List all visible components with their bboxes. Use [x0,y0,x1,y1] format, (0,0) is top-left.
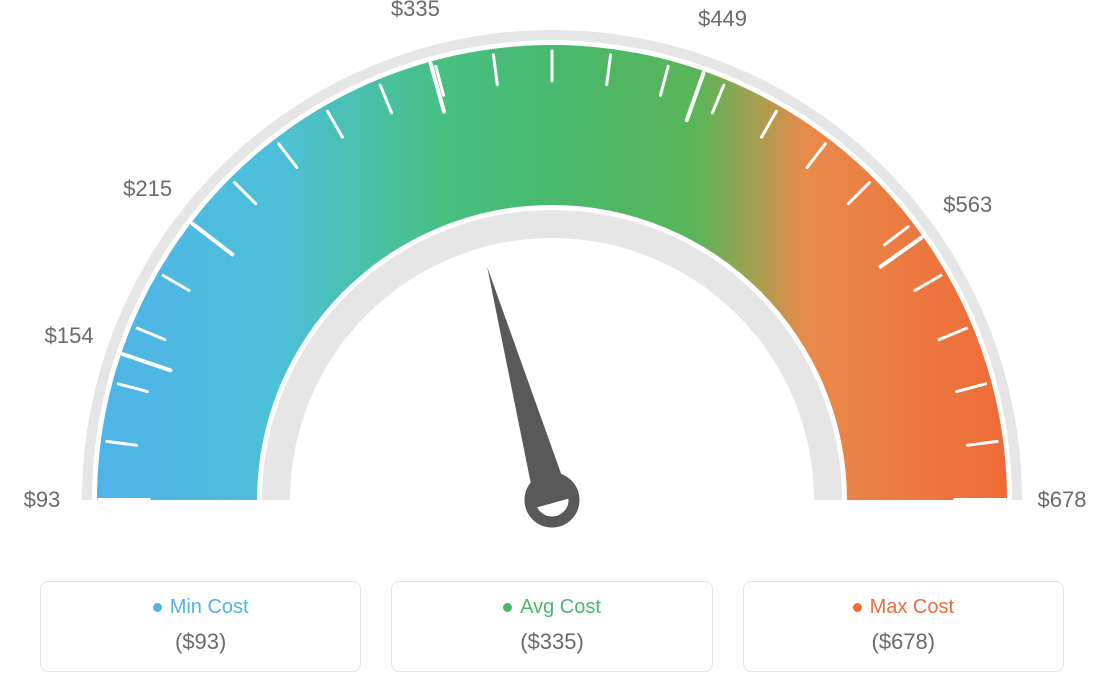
avg-cost-card: Avg Cost ($335) [391,581,712,672]
gauge-tick-label: $563 [943,192,992,218]
avg-cost-value: ($335) [402,629,701,655]
max-dot-icon [853,603,862,612]
gauge-tick-label: $154 [45,323,94,349]
min-cost-value: ($93) [51,629,350,655]
avg-dot-icon [503,603,512,612]
avg-cost-title: Avg Cost [503,596,601,619]
gauge-svg [0,0,1104,560]
gauge-tick-label: $215 [123,176,172,202]
max-cost-value: ($678) [754,629,1053,655]
min-cost-title: Min Cost [153,596,249,619]
gauge-chart: $93 $154 $215 $335 $449 $563 $678 [0,0,1104,560]
min-cost-card: Min Cost ($93) [40,581,361,672]
max-cost-label: Max Cost [870,596,954,619]
gauge-tick-label: $678 [1038,487,1087,513]
min-dot-icon [153,603,162,612]
gauge-tick-label: $335 [391,0,440,22]
cost-cards: Min Cost ($93) Avg Cost ($335) Max Cost … [40,581,1064,672]
avg-cost-label: Avg Cost [520,596,601,619]
gauge-tick-label: $449 [698,6,747,32]
max-cost-card: Max Cost ($678) [743,581,1064,672]
gauge-tick-label: $93 [24,487,61,513]
max-cost-title: Max Cost [853,596,954,619]
min-cost-label: Min Cost [170,596,249,619]
